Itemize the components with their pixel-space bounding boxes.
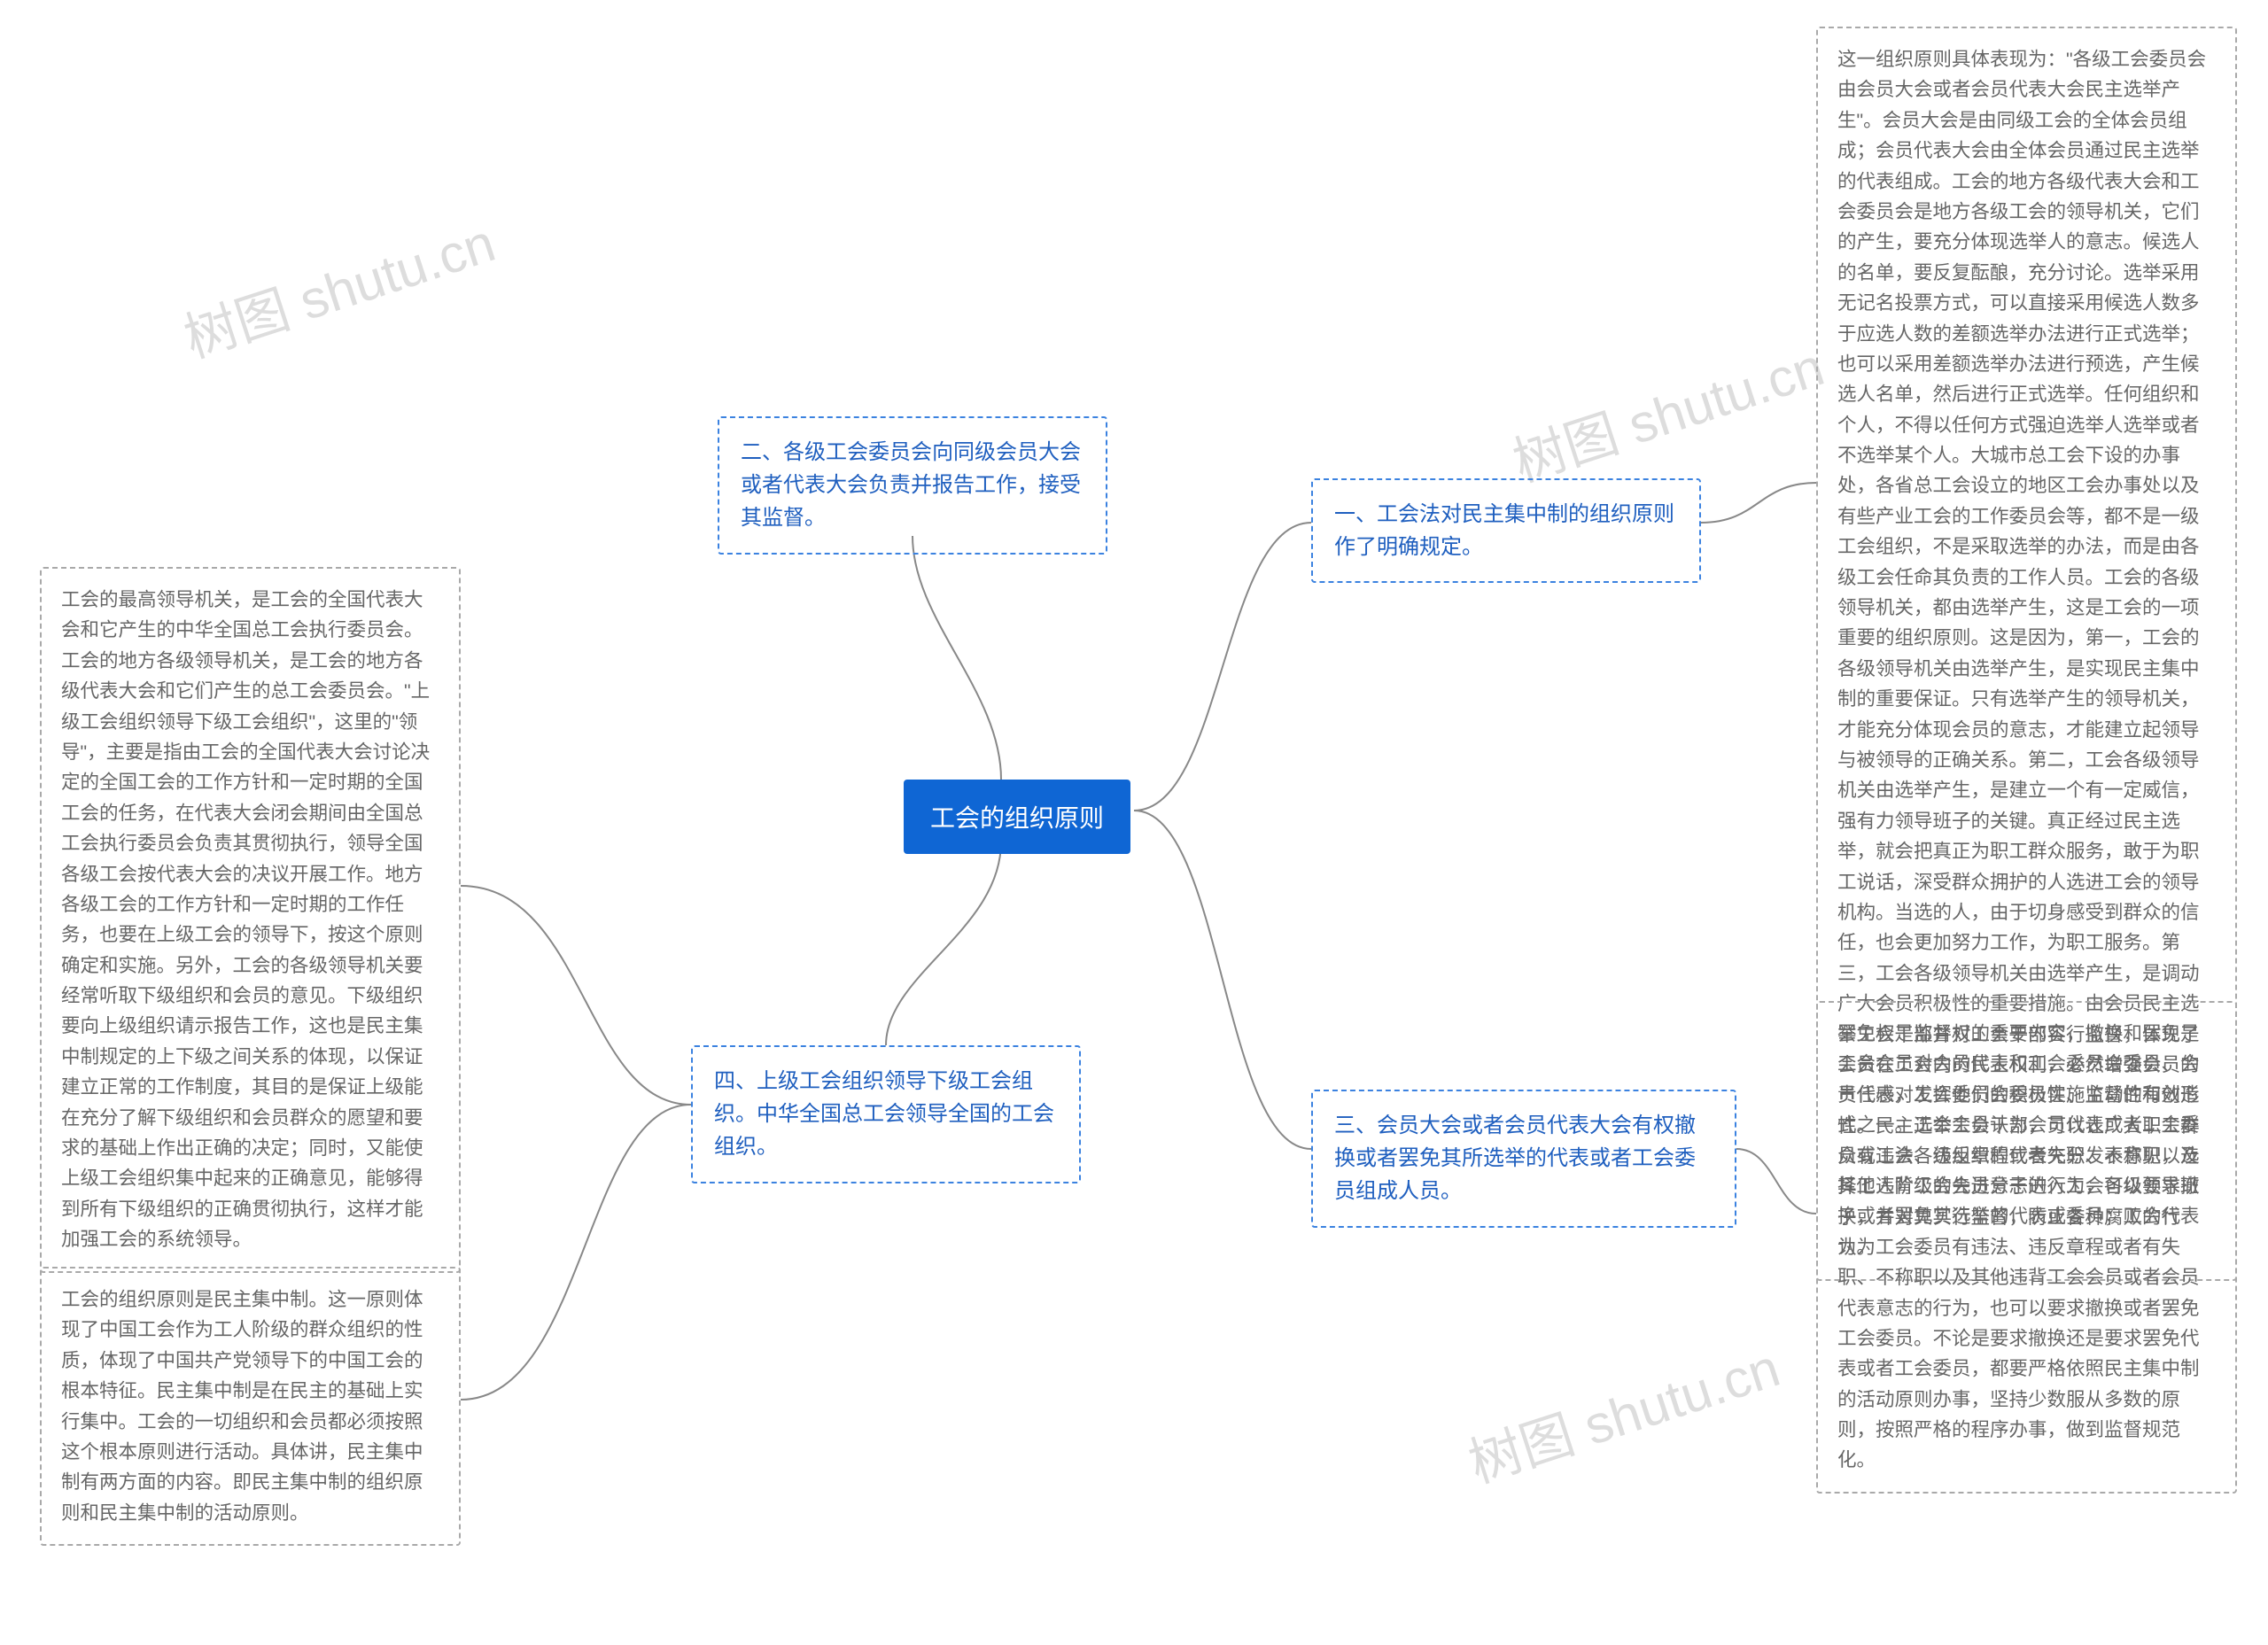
- edge-b4-intro: [461, 1105, 691, 1400]
- edge-root-b3: [1134, 811, 1311, 1149]
- branch-node-3[interactable]: 三、会员大会或者会员代表大会有权撤换或者罢免其所选举的代表或者工会委员组成人员。: [1311, 1090, 1736, 1228]
- branch-node-2[interactable]: 二、各级工会委员会向同级会员大会或者代表大会负责并报告工作，接受其监督。: [718, 416, 1107, 555]
- leaf-node-b4[interactable]: 工会的最高领导机关，是工会的全国代表大会和它产生的中华全国总工会执行委员会。工会…: [40, 567, 461, 1273]
- diagram-canvas: 树图 shutu.cn 树图 shutu.cn 树图 shutu.cn 工会的组…: [0, 0, 2268, 1645]
- leaf-node-intro[interactable]: 工会的组织原则是民主集中制。这一原则体现了中国工会作为工人阶级的群众组织的性质，…: [40, 1267, 461, 1546]
- root-node[interactable]: 工会的组织原则: [904, 780, 1130, 854]
- edge-root-b4: [886, 842, 1001, 1045]
- edge-b1-leaf: [1701, 483, 1816, 523]
- branch-node-1[interactable]: 一、工会法对民主集中制的组织原则作了明确规定。: [1311, 478, 1701, 583]
- watermark: 树图 shutu.cn: [173, 200, 503, 373]
- edge-root-b2: [913, 536, 1001, 780]
- edge-b4-leaf4: [461, 886, 691, 1105]
- watermark: 树图 shutu.cn: [1457, 1325, 1788, 1498]
- watermark: 树图 shutu.cn: [1502, 324, 1832, 497]
- edge-root-b1: [1134, 523, 1311, 811]
- leaf-node-b3[interactable]: 罢免权是监督权的重要内容，撤换和罢免是工会会员对会员代表和工会委员会委员、会员代…: [1816, 1001, 2237, 1494]
- edge-b3-leaf: [1736, 1149, 1816, 1214]
- branch-node-4[interactable]: 四、上级工会组织领导下级工会组织。中华全国总工会领导全国的工会组织。: [691, 1045, 1081, 1183]
